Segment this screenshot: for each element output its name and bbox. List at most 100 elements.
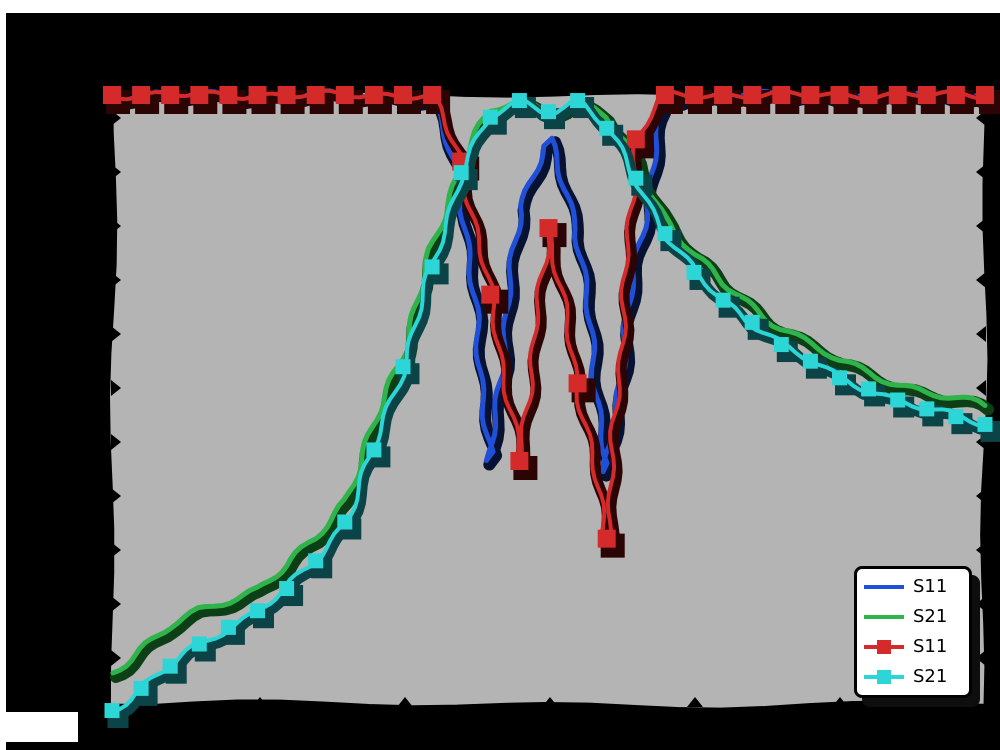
- square-marker-icon: [481, 285, 500, 304]
- legend-item-s11-marker: S11: [862, 637, 964, 657]
- y-tick-mark: [111, 596, 121, 612]
- square-marker-icon: [248, 86, 267, 104]
- square-marker-icon: [335, 86, 354, 104]
- square-marker-icon: [890, 392, 906, 408]
- y-tick-mark: [111, 650, 121, 666]
- square-marker-icon: [599, 120, 615, 136]
- square-marker-icon: [132, 86, 151, 104]
- x-tick-mark: [252, 697, 268, 707]
- legend-item-s21-line: S21: [862, 607, 964, 627]
- y-tick-mark-right: [976, 272, 986, 288]
- markers: [104, 93, 993, 719]
- x-tick-mark: [397, 697, 413, 707]
- y-tick-mark: [111, 488, 121, 504]
- square-marker-icon: [801, 86, 820, 104]
- square-marker-icon: [424, 259, 440, 275]
- legend-square-marker-icon: [877, 670, 891, 684]
- square-marker-icon: [976, 86, 994, 104]
- square-marker-icon: [686, 264, 702, 280]
- y-tick-mark: [111, 164, 121, 180]
- legend-swatch-square-marker-icon: [864, 640, 904, 654]
- legend: S11 S21 S11 S21: [854, 566, 972, 698]
- y-tick-mark-right: [976, 164, 986, 180]
- square-marker-icon: [190, 86, 209, 104]
- y-tick-mark-right: [976, 650, 986, 666]
- square-marker-icon: [917, 86, 936, 104]
- square-marker-icon: [714, 86, 733, 104]
- square-marker-icon: [655, 86, 674, 104]
- square-marker-icon: [888, 86, 907, 104]
- y-tick-mark: [111, 218, 121, 234]
- square-marker-icon: [482, 109, 498, 125]
- square-marker-icon: [366, 442, 382, 458]
- square-marker-icon: [919, 401, 935, 417]
- square-marker-icon: [946, 86, 965, 104]
- square-marker-icon: [539, 219, 558, 238]
- square-marker-icon: [161, 86, 180, 104]
- square-marker-icon: [191, 636, 207, 652]
- square-marker-icon: [861, 381, 877, 397]
- square-marker-icon: [104, 703, 120, 719]
- square-marker-icon: [511, 93, 527, 109]
- legend-item-s21-marker: S21: [862, 667, 964, 687]
- y-tick-mark-right: [976, 542, 986, 558]
- y-tick-mark-right: [976, 596, 986, 612]
- square-marker-icon: [337, 514, 353, 530]
- y-tick-mark-right: [976, 218, 986, 234]
- legend-swatch-square-marker-icon: [864, 670, 904, 684]
- square-marker-icon: [219, 86, 238, 104]
- x-tick-mark: [832, 697, 848, 707]
- square-marker-icon: [773, 337, 789, 353]
- white-patch: [0, 712, 78, 742]
- square-marker-icon: [743, 86, 762, 104]
- square-marker-icon: [626, 130, 645, 149]
- square-marker-icon: [832, 370, 847, 386]
- square-marker-icon: [830, 86, 849, 104]
- square-marker-icon: [570, 93, 586, 109]
- square-marker-icon: [685, 86, 703, 104]
- y-tick-mark-right: [976, 488, 986, 504]
- legend-item-s11-line: S11: [862, 577, 964, 597]
- square-marker-icon: [510, 452, 529, 470]
- square-marker-icon: [220, 619, 236, 635]
- square-marker-icon: [802, 353, 818, 369]
- legend-label: S11: [913, 636, 948, 657]
- legend-swatch-line-icon: [864, 585, 904, 589]
- square-marker-icon: [977, 416, 993, 432]
- square-marker-icon: [715, 292, 731, 308]
- y-tick-mark: [111, 380, 121, 396]
- square-marker-icon: [133, 680, 149, 696]
- square-marker-icon: [453, 165, 469, 181]
- legend-swatch-line-icon: [864, 615, 904, 619]
- square-marker-icon: [250, 603, 265, 619]
- x-tick-mark: [687, 697, 703, 707]
- square-marker-icon: [744, 314, 760, 330]
- square-marker-icon: [308, 553, 324, 569]
- square-marker-icon: [277, 86, 296, 104]
- square-marker-icon: [103, 86, 121, 104]
- legend-label: S21: [913, 606, 948, 627]
- legend-square-marker-icon: [877, 640, 891, 654]
- square-marker-icon: [395, 359, 411, 375]
- markers: [103, 86, 994, 548]
- square-marker-icon: [948, 409, 964, 425]
- square-marker-icon: [568, 374, 587, 393]
- y-tick-mark: [111, 326, 121, 342]
- trace-s21-meas: [104, 93, 1000, 729]
- square-marker-icon: [364, 86, 383, 104]
- square-marker-icon: [772, 86, 791, 104]
- square-marker-icon: [162, 658, 178, 674]
- square-marker-icon: [423, 86, 442, 104]
- square-marker-icon: [657, 226, 673, 242]
- x-tick-mark: [542, 697, 558, 707]
- square-marker-icon: [306, 86, 325, 104]
- square-marker-icon: [279, 581, 295, 597]
- square-marker-icon: [394, 86, 412, 104]
- y-tick-mark: [111, 542, 121, 558]
- square-marker-icon: [859, 86, 878, 104]
- square-marker-icon: [628, 170, 644, 186]
- legend-label: S21: [913, 666, 948, 687]
- square-marker-icon: [541, 104, 556, 120]
- y-tick-mark: [111, 272, 121, 288]
